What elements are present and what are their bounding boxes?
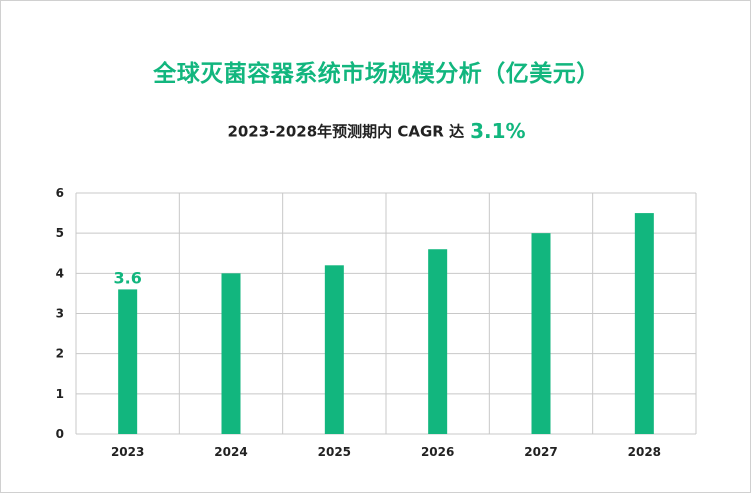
- y-tick-label: 1: [56, 387, 64, 401]
- chart-title: 全球灭菌容器系统市场规模分析（亿美元）: [153, 61, 600, 87]
- bar-2025: [324, 265, 344, 434]
- chart-subtitle: 2023-2028年预测期内 CAGR 达 3.1%: [1, 119, 751, 143]
- bar-2023: [118, 289, 138, 434]
- bar-2028: [634, 213, 654, 434]
- x-tick-label: 2026: [421, 445, 454, 459]
- x-tick-label: 2023: [111, 445, 144, 459]
- x-tick-label: 2027: [524, 445, 557, 459]
- data-label: 3.6: [113, 268, 141, 287]
- x-tick-label: 2024: [214, 445, 247, 459]
- cagr-value: 3.1%: [470, 119, 526, 143]
- y-tick-label: 0: [56, 427, 64, 441]
- bar-2026: [428, 249, 448, 434]
- bar-2027: [531, 233, 551, 434]
- bar-2024: [221, 273, 241, 434]
- y-tick-label: 6: [56, 186, 64, 200]
- cagr-description: 2023-2028年预测期内 CAGR 达: [227, 122, 465, 141]
- x-tick-label: 2028: [628, 445, 661, 459]
- x-tick-label: 2025: [318, 445, 351, 459]
- y-tick-label: 2: [56, 347, 64, 361]
- y-tick-label: 5: [56, 226, 64, 240]
- y-tick-label: 3: [56, 307, 64, 321]
- y-tick-label: 4: [56, 266, 64, 280]
